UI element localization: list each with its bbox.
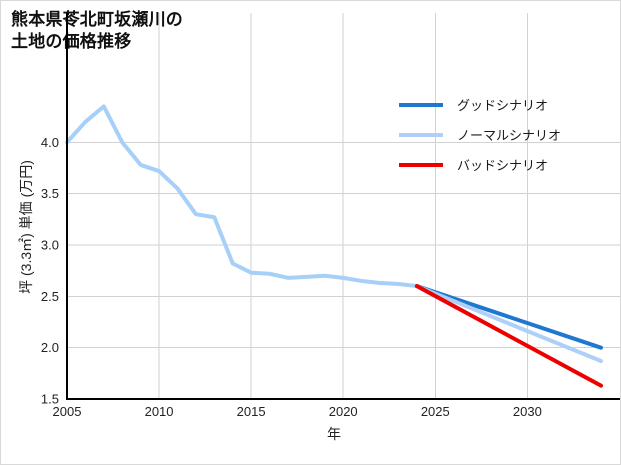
plot-series	[65, 104, 603, 388]
x-tick-label: 2025	[421, 404, 450, 419]
axes	[65, 13, 620, 401]
y-axis-tick-labels: 1.5 2.0 2.5 3.0 3.5 4.0	[41, 135, 59, 407]
axis-titles: 年 坪 (3.3㎡) 単価 (万円)	[18, 160, 341, 442]
series-line-2	[414, 284, 603, 364]
legend-label-0[interactable]: グッドシナリオ	[457, 98, 548, 113]
y-axis-title: 坪 (3.3㎡) 単価 (万円)	[18, 160, 34, 294]
y-tick-label: 2.5	[41, 289, 59, 304]
y-tick-label: 3.5	[41, 186, 59, 201]
y-tick-label: 3.0	[41, 238, 59, 253]
series-line-0	[65, 104, 419, 289]
series-line-3	[414, 284, 603, 388]
x-axis-tick-labels: 2005 2010 2015 2020 2025 2030	[53, 404, 542, 419]
x-axis-title: 年	[327, 426, 341, 442]
y-tick-label: 2.0	[41, 340, 59, 355]
gridlines	[66, 13, 620, 400]
x-tick-label: 2015	[237, 404, 266, 419]
legend-label-2[interactable]: バッドシナリオ	[457, 158, 548, 173]
y-tick-label: 1.5	[41, 392, 59, 407]
x-tick-label: 2010	[145, 404, 174, 419]
x-tick-label: 2030	[513, 404, 542, 419]
legend-label-1[interactable]: ノーマルシナリオ	[457, 128, 561, 143]
series-line-1	[414, 284, 603, 350]
x-tick-label: 2005	[53, 404, 82, 419]
x-tick-label: 2020	[329, 404, 358, 419]
page-title: 熊本県苓北町坂瀬川の 土地の価格推移	[11, 10, 183, 52]
y-tick-label: 4.0	[41, 135, 59, 150]
